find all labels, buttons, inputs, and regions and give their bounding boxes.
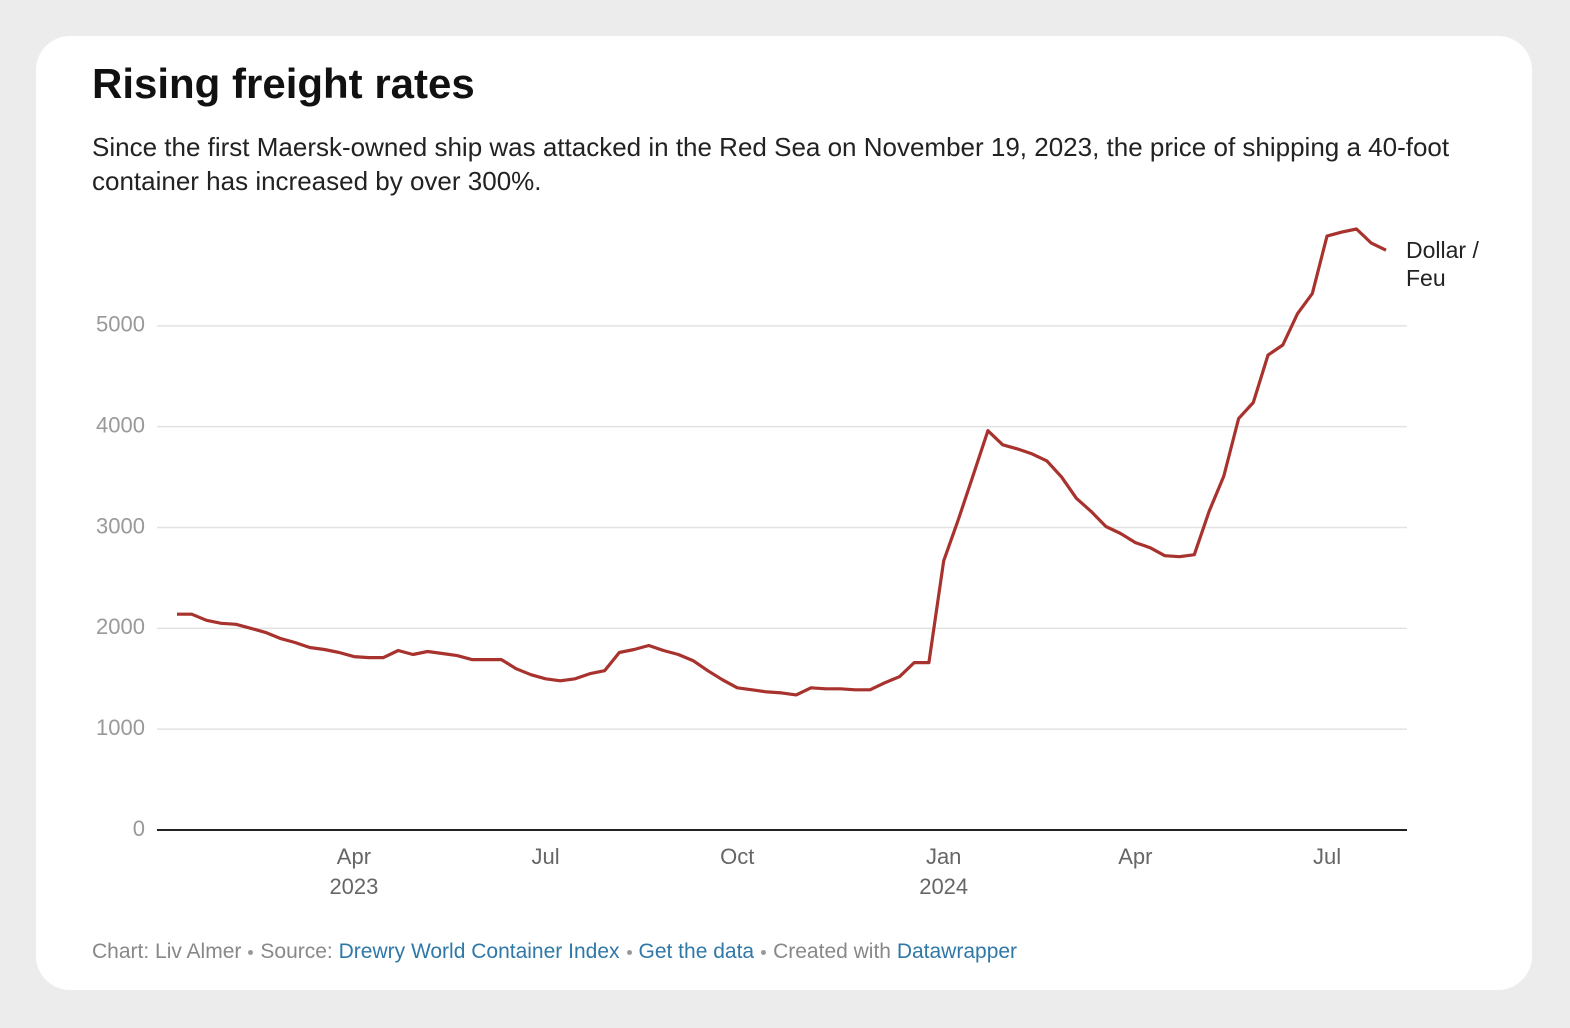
source-link[interactable]: Drewry World Container Index [338,940,620,963]
x-tick-label: Jan [926,844,961,869]
y-tick-label: 3000 [96,513,145,538]
series-line [177,227,1387,697]
y-tick-label: 0 [133,816,145,841]
chart-title: Rising freight rates [92,60,475,107]
y-tick-label: 1000 [96,715,145,740]
x-tick-label: Jul [1313,844,1341,869]
x-tick-label: Apr [337,844,371,869]
chart-subtitle: Since the first Maersk-owned ship was at… [92,132,1450,196]
separator [761,949,767,955]
series-label: Dollar / Feu [1406,237,1479,291]
separator [626,949,632,955]
x-tick-label: Apr [1118,844,1152,869]
get-data-link[interactable]: Get the data [638,940,755,963]
x-tick-year: 2023 [329,874,378,899]
separator [248,949,254,955]
y-tick-label: 4000 [96,412,145,437]
x-tick-label: Jul [532,844,560,869]
footer: Chart: Liv Almer Source: Drewry World Con… [92,940,1017,964]
x-tick-label: Oct [720,844,754,869]
x-tick-year: 2024 [919,874,968,899]
chart-credit: Chart: Liv Almer [92,940,242,963]
tool-link[interactable]: Datawrapper [896,940,1018,963]
y-tick-label: 5000 [96,312,145,337]
created-label: Created with [773,940,891,963]
source-label: Source: [260,940,333,963]
y-tick-label: 2000 [96,614,145,639]
